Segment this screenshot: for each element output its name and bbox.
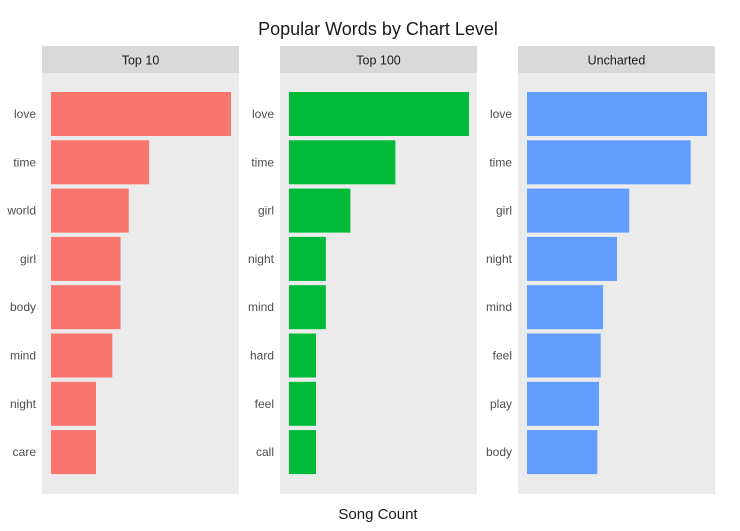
y-tick-label: night: [10, 397, 37, 411]
y-tick-label: body: [10, 300, 36, 314]
bar: [289, 188, 351, 233]
bar: [527, 92, 707, 136]
chart-title: Popular Words by Chart Level: [258, 19, 498, 39]
panel-1: Top 100 love time girl night mind hard feel call: [248, 46, 477, 494]
panel-0: Top 10 love time world girl body mind night care: [6, 46, 239, 494]
y-tick-label: girl: [258, 204, 274, 218]
y-tick-label: time: [251, 155, 274, 169]
bar: [51, 92, 231, 136]
bar: [527, 188, 630, 233]
bar: [51, 188, 129, 233]
bar: [289, 381, 316, 426]
bar: [527, 140, 691, 185]
panel-strip-label: Uncharted: [588, 54, 646, 68]
bar: [527, 333, 601, 378]
bar: [527, 381, 599, 426]
y-tick-label: girl: [20, 252, 36, 266]
y-tick-label: hard: [250, 349, 274, 363]
bar: [289, 333, 316, 378]
panel-strip: [280, 46, 477, 73]
y-tick-label: mind: [10, 349, 36, 363]
y-tick-label: body: [486, 445, 512, 459]
bar: [289, 285, 326, 330]
y-tick-label: feel: [255, 397, 274, 411]
bar: [51, 285, 121, 330]
bar: [51, 381, 96, 426]
y-tick-label: love: [14, 107, 36, 121]
bar: [289, 140, 396, 185]
y-tick-label: mind: [248, 300, 274, 314]
bar: [51, 430, 96, 475]
bar: [51, 333, 113, 378]
bar: [51, 140, 150, 185]
y-tick-label: love: [490, 107, 512, 121]
y-tick-label: mind: [486, 300, 512, 314]
y-tick-label: love: [252, 107, 274, 121]
bar: [527, 430, 598, 475]
y-tick-label: feel: [493, 349, 512, 363]
y-tick-label: care: [13, 445, 37, 459]
bar: [527, 285, 604, 330]
bar: [527, 236, 617, 281]
y-tick-label: time: [489, 155, 512, 169]
panel-2: Uncharted love time girl night mind feel play bo…: [486, 46, 715, 494]
y-tick-label: night: [486, 252, 513, 266]
y-tick-label: time: [13, 155, 36, 169]
y-tick-label: night: [248, 252, 275, 266]
bar: [289, 92, 469, 136]
y-tick-label: play: [490, 397, 512, 411]
chart-panels: Top 10 love time world girl body mind night care…: [6, 46, 715, 494]
x-axis-label: Song Count: [338, 506, 418, 523]
panel-strip-label: Top 100: [356, 54, 401, 68]
y-tick-label: girl: [496, 204, 512, 218]
y-tick-label: world: [6, 204, 36, 218]
bar: [289, 236, 326, 281]
bar: [289, 430, 316, 475]
bar: [51, 236, 121, 281]
panel-strip: [518, 46, 715, 73]
panel-strip-label: Top 10: [122, 54, 160, 68]
panel-strip: [42, 46, 239, 73]
y-tick-label: call: [256, 445, 274, 459]
